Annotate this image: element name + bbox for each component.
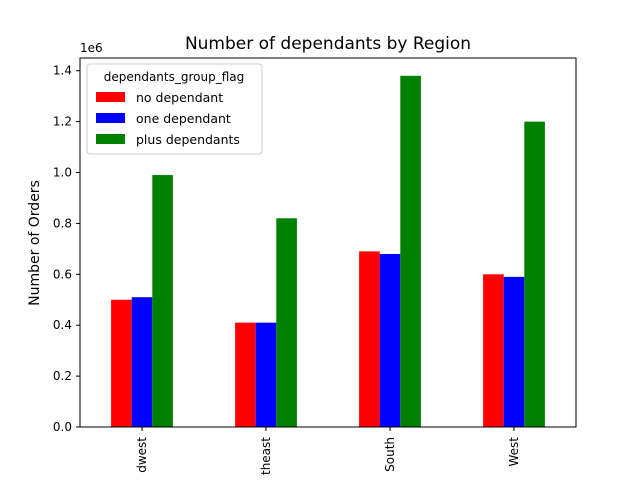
legend-label-no-dependant: no dependant xyxy=(136,90,223,105)
legend-label-one-dependant: one dependant xyxy=(136,111,231,126)
bar-one-dependant-midwest xyxy=(131,297,153,427)
y-tick-label: 0.0 xyxy=(53,420,72,434)
bar-no-dependant-west xyxy=(483,274,504,427)
bar-one-dependant-northeast xyxy=(255,322,277,427)
y-axis: 0.0 0.2 0.4 0.6 0.8 1.0 1.2 1.4 xyxy=(53,64,80,434)
bar-plus-dependants-northeast xyxy=(276,218,297,427)
x-tick-label: theast xyxy=(259,437,273,475)
bar-no-dependant-northeast xyxy=(235,322,256,427)
legend: dependants_group_flag no dependant one de… xyxy=(86,63,263,155)
legend-label-plus-dependants: plus dependants xyxy=(136,132,240,147)
bar-one-dependant-south xyxy=(379,253,401,427)
legend-entries: no dependant one dependant plus dependants xyxy=(96,90,240,147)
bar-no-dependant-south xyxy=(359,251,380,427)
bar-plus-dependants-south xyxy=(400,75,421,427)
y-tick-label: 1.2 xyxy=(53,115,72,129)
legend-swatch-plus-dependants xyxy=(96,134,125,144)
x-tick-label: dwest xyxy=(135,437,149,473)
legend-title: dependants_group_flag xyxy=(104,70,245,84)
legend-box xyxy=(86,63,263,155)
x-tick-label: South xyxy=(383,437,397,472)
y-tick-label: 1.0 xyxy=(53,166,72,180)
bar-no-dependant-midwest xyxy=(111,299,132,427)
chart-title: Number of dependants by Region xyxy=(185,34,471,54)
y-tick-label: 0.6 xyxy=(53,267,72,281)
y-axis-label: Number of Orders xyxy=(27,180,43,306)
y-tick-label: 0.8 xyxy=(53,216,72,230)
x-axis: dwest theast South West xyxy=(135,427,521,475)
legend-swatch-no-dependant xyxy=(96,92,125,102)
y-tick-label: 1.4 xyxy=(53,64,72,78)
plot-frame xyxy=(79,57,577,428)
bar-one-dependant-west xyxy=(503,276,525,427)
bars-layer xyxy=(111,75,545,428)
bar-plus-dependants-midwest xyxy=(152,175,173,427)
y-axis-multiplier: 1e6 xyxy=(80,41,103,55)
legend-swatch-one-dependant xyxy=(96,113,125,123)
y-tick-label: 0.4 xyxy=(53,318,72,332)
bar-plus-dependants-west xyxy=(524,121,545,428)
y-tick-label: 0.2 xyxy=(53,369,72,383)
x-tick-label: West xyxy=(507,437,521,467)
